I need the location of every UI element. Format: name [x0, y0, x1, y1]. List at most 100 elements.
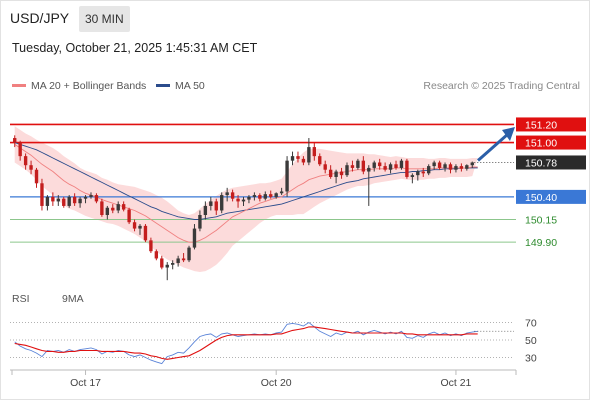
candle-body [377, 162, 382, 167]
candle-body [318, 156, 322, 165]
candle-body [372, 162, 376, 168]
candle-body [339, 171, 344, 176]
legend-ma20-swatch [12, 83, 26, 87]
candle-body [40, 183, 44, 206]
candle-body [388, 164, 393, 170]
candle-body [465, 165, 469, 169]
candle-body [100, 201, 104, 215]
candle-body [78, 198, 82, 204]
candle-body [269, 194, 273, 197]
candle-body [62, 198, 66, 206]
candle-body [181, 258, 186, 261]
candle-body [405, 160, 409, 177]
candle-body [258, 195, 262, 199]
candle-body [132, 222, 137, 229]
forecast-arrow-shaft [477, 132, 509, 162]
candle-body [399, 160, 404, 168]
candle-body [307, 147, 311, 163]
legend-rsi-label: RSI [12, 293, 30, 305]
candle-body [51, 196, 55, 202]
legend-ma20-label: MA 20 + Bollinger Bands [31, 80, 147, 92]
candle-body [236, 198, 240, 202]
candle-body [323, 164, 327, 170]
candle-body [394, 164, 398, 168]
candle-body [34, 169, 39, 184]
candle-body [154, 251, 159, 259]
candle-body [203, 205, 208, 215]
legend-9ma: 9MA [62, 293, 84, 305]
legend-rsi: RSI [12, 293, 30, 305]
candle-body [138, 225, 142, 229]
candle-body [416, 171, 420, 176]
candle-body [214, 201, 218, 211]
legend-9ma-label: 9MA [62, 293, 84, 305]
candle-body [274, 193, 278, 197]
candle-body [18, 142, 22, 157]
candle-body [361, 160, 366, 172]
forecast-arrow-head [502, 126, 515, 141]
level-badge-150.40 [516, 189, 586, 204]
candle-body [301, 158, 306, 163]
candle-body [187, 247, 191, 261]
candle-body [247, 196, 251, 200]
candle-body [230, 192, 235, 199]
candle-body [252, 195, 257, 197]
candle-body [160, 258, 164, 268]
legend-ma20: MA 20 + Bollinger Bands [12, 80, 146, 92]
candle-body [111, 207, 115, 211]
legend-ma50-swatch [156, 83, 170, 87]
candle-body [356, 160, 360, 168]
level-badge-151.20 [516, 117, 586, 132]
candle-body [443, 164, 447, 168]
candle-body [176, 258, 180, 263]
candle-body [345, 165, 349, 176]
candle-body [312, 147, 317, 157]
candle-body [94, 195, 99, 202]
candle-body [143, 225, 148, 241]
candle-body [165, 264, 169, 268]
candle-body [290, 156, 295, 161]
candle-body [56, 198, 60, 202]
candle-body [285, 160, 289, 192]
candle-body [127, 209, 131, 223]
legend-ma50-label: MA 50 [175, 80, 205, 92]
candle-body [89, 195, 93, 197]
candle-body [116, 204, 120, 211]
candle-body [367, 167, 371, 172]
candle-body [105, 207, 110, 215]
candle-body [220, 195, 224, 211]
research-credit: Research © 2025 Trading Central [423, 80, 580, 92]
level-label-150.40: 150.40 [525, 192, 557, 204]
datetime-label: Tuesday, October 21, 2025 1:45:31 AM CET [12, 41, 258, 55]
candle-body [13, 138, 17, 143]
candle-body [454, 166, 458, 170]
level-badge-151.00 [516, 135, 586, 150]
candle-body [72, 196, 77, 204]
symbol-title: USD/JPY [10, 10, 70, 26]
candle-body [279, 191, 284, 194]
candle-body [470, 162, 474, 166]
candle-body [149, 240, 153, 252]
candle-body [241, 199, 246, 202]
candle-body [334, 171, 338, 177]
price-chart: 151.20 151.00 150.40 150.15 149.90 150.78 [10, 117, 586, 281]
last-price-badge [516, 155, 586, 170]
legend-ma50: MA 50 [156, 80, 205, 92]
candle-body [459, 166, 464, 169]
candle-body [121, 204, 126, 210]
candle-body [83, 196, 88, 199]
candle-body [198, 214, 202, 229]
candle-body [432, 162, 436, 167]
candle-body [225, 192, 229, 196]
level-label-151.00: 151.00 [525, 138, 557, 150]
candle-body [410, 175, 415, 177]
candle-body [328, 169, 333, 177]
candle-body [209, 201, 213, 206]
level-label-151.20: 151.20 [525, 119, 557, 131]
bollinger-band [14, 126, 478, 272]
candle-body [170, 262, 175, 265]
level-label-149.90: 149.90 [525, 237, 557, 249]
candle-body [421, 171, 425, 174]
timeframe-badge[interactable]: 30 MIN [79, 6, 130, 32]
candle-body [350, 165, 355, 168]
